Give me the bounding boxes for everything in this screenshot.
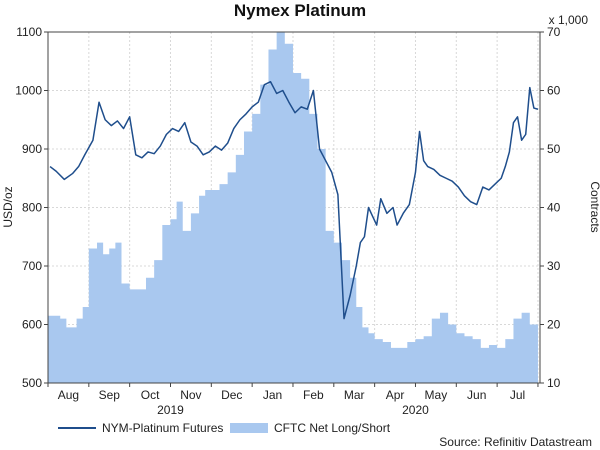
x-tick-label-9: May [425, 388, 448, 402]
right-tick-label-5: 60 [547, 84, 561, 98]
x-tick-label-10: Jun [467, 388, 486, 402]
left-tick-label-6: 1100 [16, 25, 42, 39]
legend-area-swatch [230, 423, 268, 433]
right-y-axis: 10 20 30 40 50 60 70 [540, 25, 561, 390]
right-axis-label: Contracts [588, 181, 600, 232]
right-tick-label-6: 70 [547, 25, 561, 39]
left-tick-label-0: 500 [22, 376, 42, 390]
cftc-area-series [48, 32, 538, 383]
left-axis-label: USD/oz [1, 186, 15, 227]
x-tick-label-6: Feb [303, 388, 324, 402]
year-label-1: 2020 [402, 403, 429, 417]
source-note: Source: Refinitiv Datastream [439, 435, 592, 449]
left-y-axis: 500 600 700 800 900 1000 1100 [15, 25, 48, 390]
left-tick-label-4: 900 [22, 142, 42, 156]
legend-cftc-net: CFTC Net Long/Short [274, 421, 391, 435]
cftc-area-path [48, 32, 538, 383]
x-tick-label-7: Mar [344, 388, 365, 402]
x-tick-label-2: Oct [141, 388, 160, 402]
platinum-line-series [49, 80, 539, 320]
right-tick-label-0: 10 [547, 376, 561, 390]
x-tick-label-4: Dec [221, 388, 242, 402]
chart-title: Nymex Platinum [234, 1, 366, 20]
right-tick-label-3: 40 [547, 201, 561, 215]
left-tick-label-2: 700 [22, 259, 42, 273]
legend: NYM-Platinum Futures CFTC Net Long/Short [58, 421, 391, 435]
right-tick-label-2: 30 [547, 259, 561, 273]
year-label-0: 2019 [157, 403, 184, 417]
x-axis: Aug Sep Oct Nov Dec Jan Feb Mar Apr May Jun Jul 2019… [47, 383, 539, 417]
x-tick-label-5: Jan [263, 388, 282, 402]
x-tick-label-1: Sep [99, 388, 121, 402]
x-tick-label-8: Apr [386, 388, 405, 402]
x-tick-label-11: Jul [510, 388, 525, 402]
x-tick-label-3: Nov [180, 388, 201, 402]
platinum-futures-line [49, 80, 539, 320]
right-tick-label-1: 20 [547, 318, 561, 332]
x-tick-label-0: Aug [58, 388, 79, 402]
legend-platinum-futures: NYM-Platinum Futures [102, 421, 223, 435]
right-tick-label-4: 50 [547, 142, 561, 156]
left-tick-label-5: 1000 [15, 84, 42, 98]
left-tick-label-1: 600 [22, 318, 42, 332]
left-tick-label-3: 800 [22, 201, 42, 215]
right-axis-multiplier: x 1,000 [549, 13, 589, 27]
